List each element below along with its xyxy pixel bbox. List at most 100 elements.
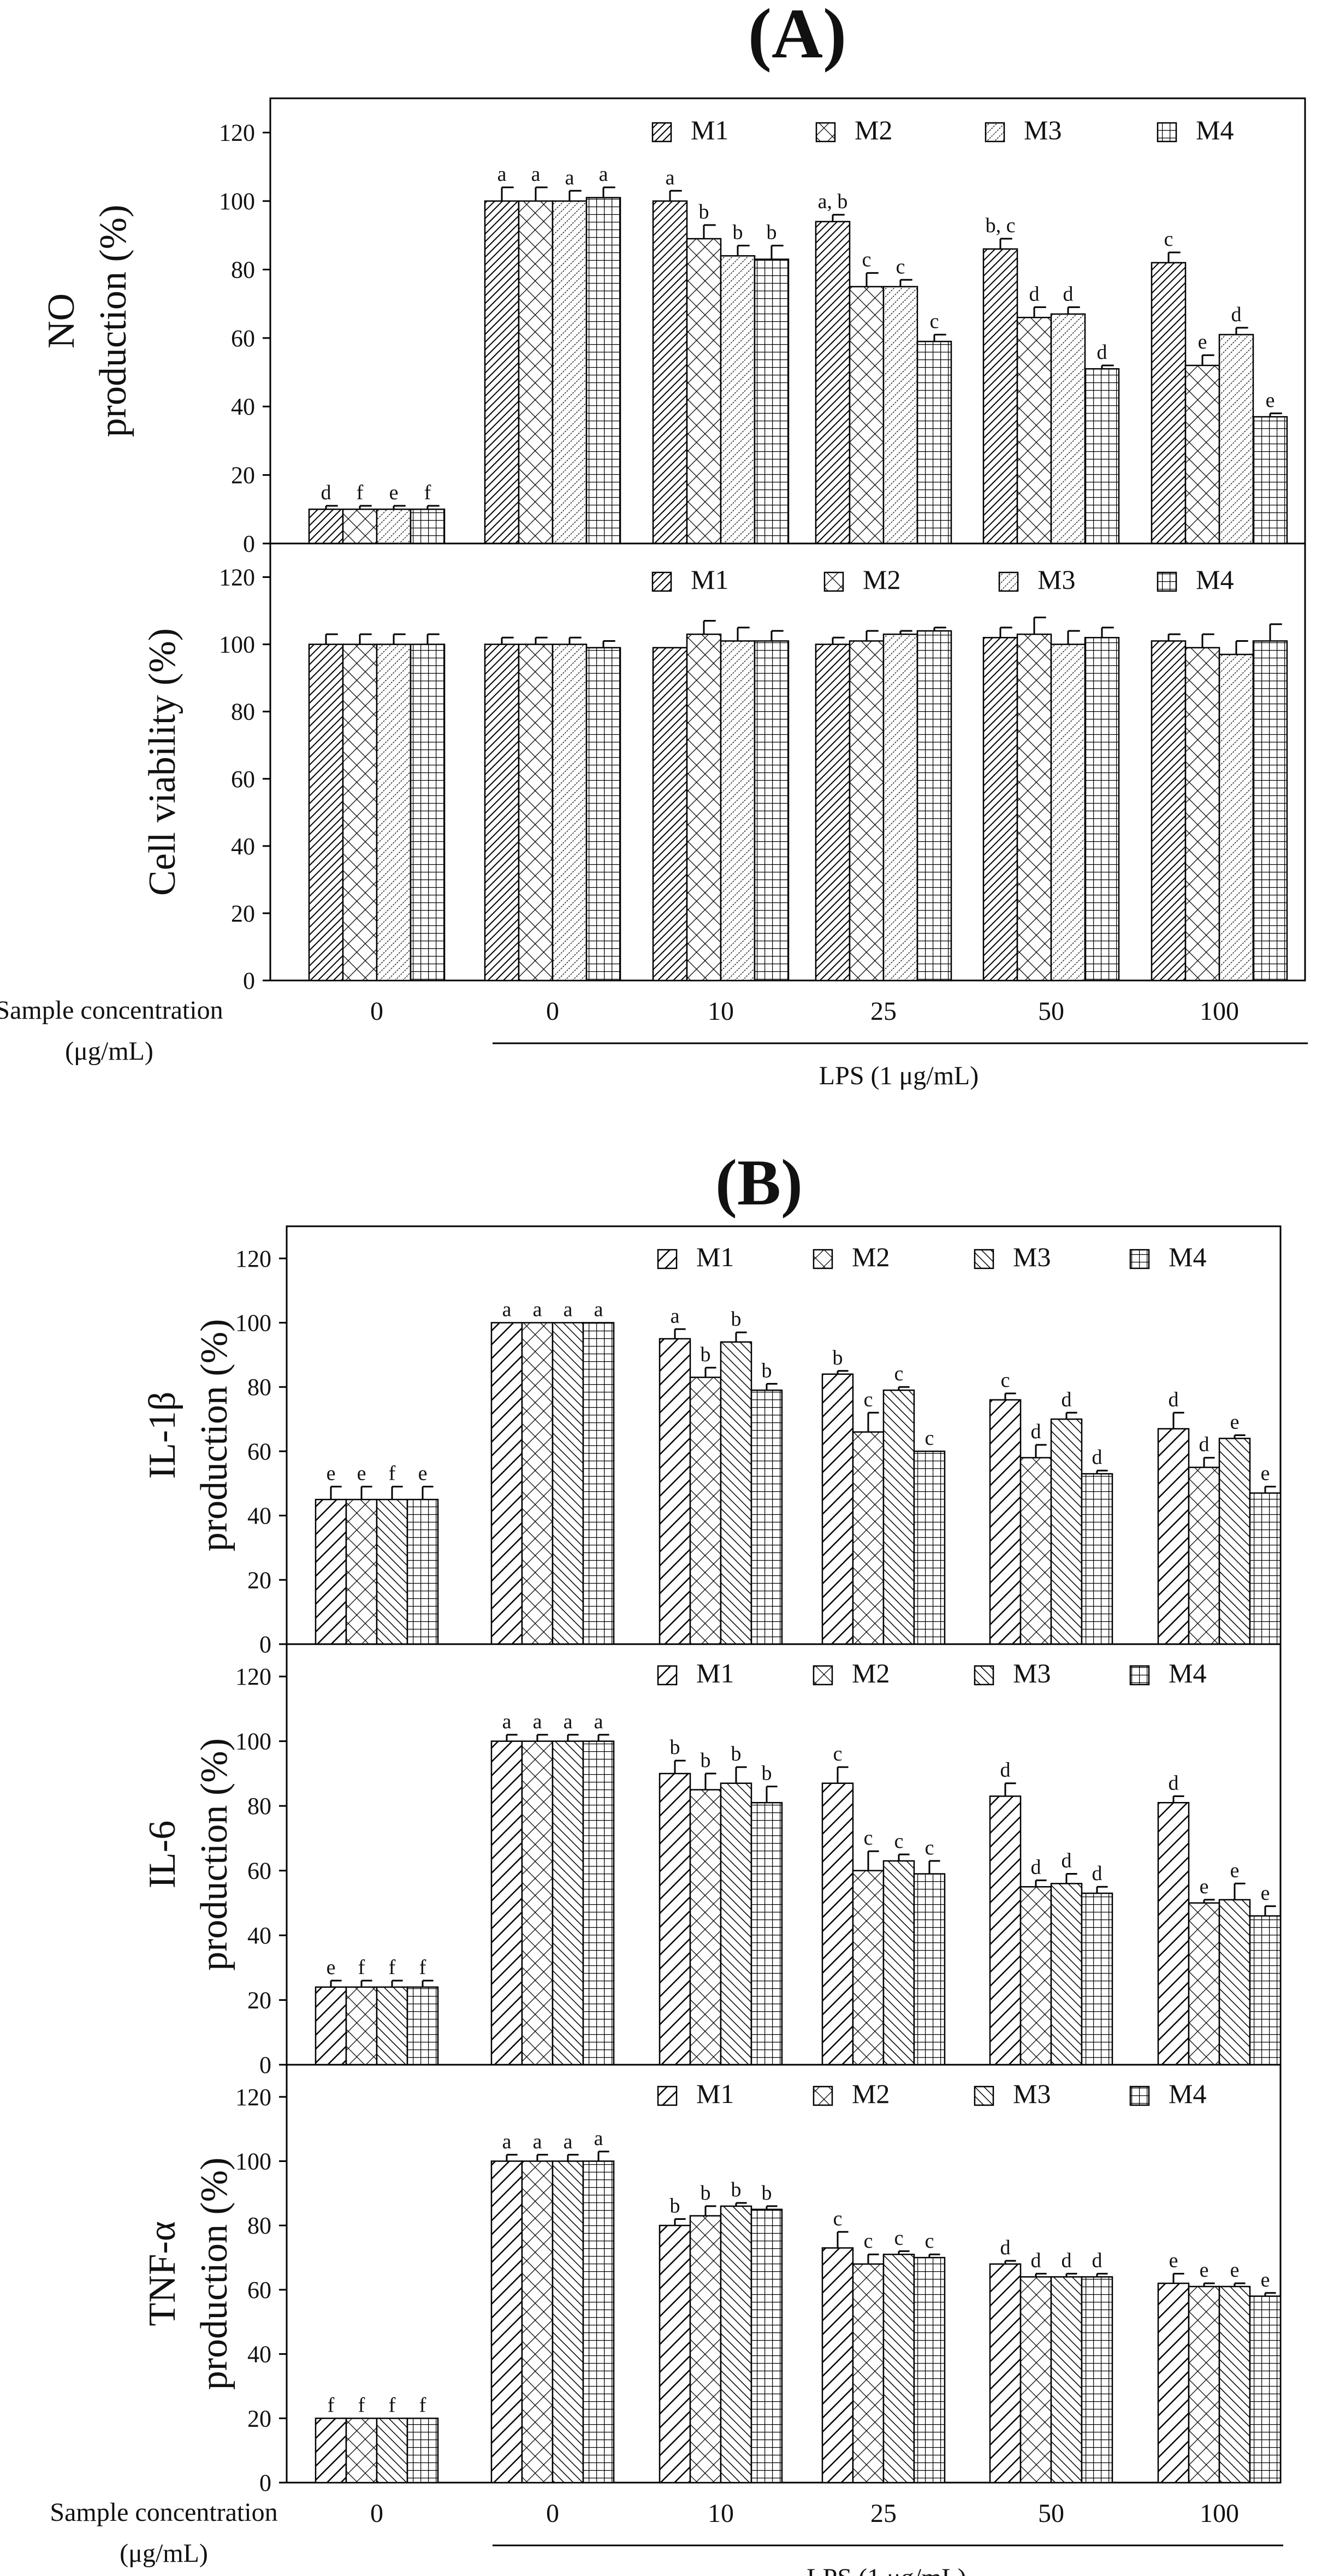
- significance-letter: b: [701, 1343, 711, 1366]
- significance-letter: f: [389, 1462, 396, 1485]
- significance-letter: d: [1092, 1862, 1102, 1885]
- y-axis-label: TNF-α production (%): [141, 2158, 235, 2390]
- legend-label-m1: M1: [691, 115, 728, 145]
- bar-m2-4: [852, 1431, 885, 1645]
- bar-m1-1: [315, 1986, 347, 2066]
- panel-b-label: (B): [715, 1146, 803, 1219]
- legend-label-m4: M4: [1196, 115, 1234, 145]
- legend-label-m3: M3: [1013, 1242, 1051, 1272]
- x-tick-label: 25: [870, 997, 897, 1026]
- bar-m3-3: [720, 640, 756, 982]
- y-tick-label: 20: [231, 900, 255, 927]
- y-axis-label-line: production (%): [193, 1319, 235, 1552]
- bar-m2-6: [1188, 1902, 1220, 2066]
- y-tick-label: 80: [247, 1793, 271, 1819]
- significance-letter: d: [1031, 1856, 1041, 1878]
- y-axis-label: IL-1β production (%): [141, 1319, 235, 1552]
- bar-m2-6: [1184, 647, 1220, 982]
- y-tick-label: 20: [247, 1567, 271, 1593]
- significance-letter: c: [864, 1827, 873, 1850]
- plot-frame: [286, 2064, 1282, 2484]
- y-axis-label-line: production (%): [193, 1738, 235, 1971]
- y-tick-label: 100: [219, 631, 255, 658]
- bar-m4-3: [750, 2208, 783, 2484]
- bar-m2-6: [1188, 2285, 1220, 2484]
- bar-m4-5: [1081, 1473, 1113, 1645]
- bar-m2-2: [521, 1322, 554, 1645]
- x-tick-label: 0: [546, 997, 559, 1026]
- bar-m1-4: [821, 2247, 854, 2484]
- x-tick-label: 50: [1038, 997, 1064, 1026]
- bar-m4-2: [582, 1740, 615, 2066]
- bar-m3-5: [1050, 643, 1086, 982]
- significance-letter: d: [1063, 282, 1074, 305]
- bar-m3-4: [882, 1389, 915, 1645]
- legend-label-m2: M2: [852, 2078, 890, 2109]
- significance-letter: e: [389, 481, 399, 504]
- significance-letter: a, b: [818, 190, 848, 213]
- significance-letter: d: [1199, 1433, 1210, 1456]
- bar-m3-3: [720, 1341, 752, 1645]
- panel-a-label: (A): [748, 0, 846, 73]
- legend-label-m4: M4: [1169, 2078, 1206, 2109]
- significance-letter: a: [564, 1298, 573, 1321]
- bar-m1-4: [815, 643, 851, 982]
- chart-3: 0 20 40 60 80 100 120 IL-1β production (%) M1 M2 M3…: [141, 1225, 1282, 1658]
- significance-letter: e: [327, 1462, 336, 1485]
- bar-m1-3: [652, 647, 688, 982]
- significance-letter: c: [864, 1388, 873, 1411]
- bar-m1-2: [490, 2160, 523, 2484]
- significance-letter: b: [731, 1308, 742, 1331]
- bar-m2-6: [1184, 364, 1220, 545]
- significance-letter: d: [1029, 282, 1040, 305]
- bar-m3-1: [376, 2418, 408, 2484]
- significance-letter: f: [424, 481, 431, 504]
- significance-letter: a: [502, 1298, 512, 1321]
- significance-letter: f: [357, 481, 364, 504]
- bar-m1-3: [659, 1338, 691, 1645]
- x-axis-label: Sample concentration (μg/mL): [50, 2498, 277, 2568]
- y-tick-label: 80: [247, 2212, 271, 2239]
- legend-swatch-m4: [1129, 1249, 1150, 1269]
- significance-letter: a: [594, 1710, 603, 1733]
- bar-m3-6: [1218, 653, 1254, 982]
- legend-label-m3: M3: [1037, 564, 1075, 595]
- bar-m4-5: [1084, 637, 1120, 982]
- bar-m2-4: [849, 286, 885, 545]
- bar-m3-1: [376, 509, 412, 545]
- lps-group-label: LPS (1 μg/mL): [807, 2563, 966, 2576]
- y-tick-label: 20: [231, 462, 255, 489]
- y-tick-label: 20: [247, 1987, 271, 2014]
- significance-letter: d: [1097, 341, 1107, 364]
- significance-letter: a: [502, 1710, 512, 1733]
- legend-label-m4: M4: [1169, 1658, 1206, 1688]
- significance-letter: b: [701, 2182, 711, 2205]
- bar-m3-4: [882, 1860, 915, 2066]
- legend-swatch-m4: [1129, 2085, 1150, 2106]
- bar-m4-4: [916, 340, 952, 545]
- legend-swatch-m3: [974, 1249, 994, 1269]
- significance-letter: a: [594, 1298, 603, 1321]
- significance-letter: d: [1062, 1850, 1072, 1872]
- significance-letter: c: [896, 255, 905, 278]
- significance-letter: f: [358, 1956, 365, 1979]
- legend-swatch-m3: [974, 1665, 994, 1686]
- bar-m2-1: [345, 2418, 378, 2484]
- bar-m1-3: [652, 200, 688, 545]
- legend-label-m2: M2: [855, 115, 892, 145]
- legend-swatch-m3: [985, 122, 1005, 143]
- significance-letter: a: [565, 166, 574, 189]
- significance-letter: d: [1062, 2249, 1072, 2272]
- legend-label-m2: M2: [863, 564, 900, 595]
- bar-m1-2: [484, 643, 520, 982]
- bar-m1-5: [982, 637, 1018, 982]
- significance-letter: c: [1001, 1369, 1010, 1392]
- y-axis-label-line: production (%): [92, 205, 134, 438]
- legend-swatch-m1: [657, 1249, 678, 1269]
- bar-m2-5: [1019, 1886, 1052, 2066]
- bar-m4-2: [585, 647, 621, 982]
- significance-letter: f: [419, 2394, 426, 2417]
- y-tick-label: 100: [235, 1728, 271, 1755]
- bar-m2-5: [1019, 2276, 1052, 2484]
- bar-m2-1: [345, 1986, 378, 2066]
